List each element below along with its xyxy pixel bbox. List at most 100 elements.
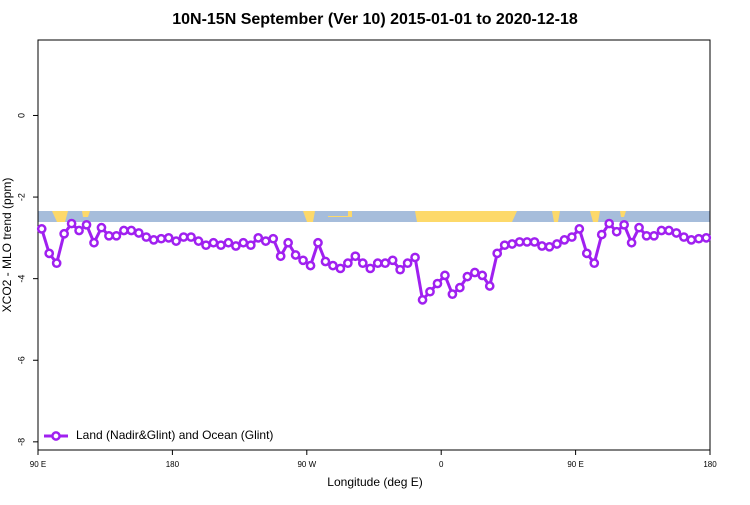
data-point	[417, 295, 428, 305]
data-point	[574, 224, 585, 234]
data-point	[537, 241, 547, 251]
data-point	[693, 233, 704, 244]
y-tick-label: -6	[16, 356, 26, 364]
data-point	[372, 258, 383, 269]
data-point	[484, 281, 495, 291]
data-point	[604, 218, 615, 229]
data-point	[499, 240, 510, 251]
data-point	[581, 248, 592, 259]
data-point	[611, 226, 622, 237]
y-tick-label: -4	[16, 275, 26, 283]
data-point	[186, 232, 196, 242]
data-point	[529, 237, 540, 247]
data-point	[74, 225, 84, 236]
data-point	[133, 228, 144, 238]
data-point	[410, 252, 420, 263]
data-point	[395, 264, 405, 275]
legend-marker	[51, 431, 61, 441]
data-point	[447, 289, 458, 300]
x-tick-label: 90 W	[297, 460, 316, 469]
data-point	[432, 278, 443, 289]
x-tick-label: 180	[703, 460, 717, 469]
data-point	[208, 237, 219, 248]
chart-title: 10N-15N September (Ver 10) 2015-01-01 to…	[172, 11, 578, 28]
data-point	[469, 267, 480, 278]
data-point	[171, 236, 181, 246]
data-point	[148, 235, 159, 245]
data-point	[290, 250, 301, 260]
data-point	[178, 232, 189, 242]
x-axis-label: Longitude (deg E)	[327, 475, 422, 489]
data-point	[365, 263, 376, 274]
data-point	[402, 258, 413, 269]
data-point	[343, 258, 353, 269]
data-point	[223, 237, 234, 248]
data-point	[387, 255, 398, 266]
data-point	[59, 228, 69, 239]
data-point	[119, 225, 129, 236]
data-point	[298, 255, 308, 266]
data-point	[559, 235, 570, 245]
x-tick-label: 90 E	[567, 460, 583, 469]
data-point	[626, 237, 637, 248]
data-point	[596, 229, 607, 240]
data-point	[701, 233, 712, 243]
data-point	[492, 248, 503, 259]
data-point	[425, 286, 435, 297]
data-point	[455, 282, 465, 293]
data-point	[328, 260, 338, 271]
data-point	[163, 233, 174, 243]
data-point	[656, 225, 667, 236]
data-point	[544, 241, 555, 252]
data-point	[514, 237, 525, 247]
data-point	[649, 230, 659, 241]
data-point	[268, 233, 279, 244]
data-point	[201, 240, 211, 251]
legend-label: Land (Nadir&Glint) and Ocean (Glint)	[76, 428, 273, 442]
data-point	[89, 237, 99, 248]
data-point	[357, 258, 368, 269]
data-point	[245, 240, 256, 251]
data-point	[81, 219, 92, 230]
y-tick-label: 0	[16, 113, 26, 118]
data-point	[36, 224, 47, 234]
data-point	[253, 233, 264, 243]
land-ocean-band	[38, 211, 710, 222]
data-point	[104, 230, 114, 241]
data-point	[238, 237, 249, 248]
ocean-band	[38, 211, 710, 222]
data-point	[679, 232, 689, 242]
data-point	[619, 219, 629, 230]
data-point	[641, 230, 652, 241]
data-point	[589, 258, 600, 269]
data-point	[522, 237, 532, 247]
data-point	[664, 225, 674, 236]
data-point	[141, 232, 152, 242]
data-point	[231, 241, 241, 251]
data-point	[671, 228, 682, 238]
land-band	[52, 211, 626, 222]
x-tick-label: 90 E	[30, 460, 46, 469]
data-point	[216, 240, 226, 251]
y-tick-label: -8	[16, 438, 26, 446]
plot-frame	[37, 39, 711, 451]
data-point	[634, 222, 644, 233]
data-point	[260, 236, 271, 246]
data-point	[440, 270, 450, 281]
data-point	[305, 260, 316, 271]
data-point	[193, 236, 204, 246]
data-point	[320, 256, 331, 267]
data-point	[66, 218, 77, 229]
data-point	[462, 271, 473, 282]
data-point	[567, 232, 577, 242]
data-point	[507, 239, 517, 249]
x-tick-label: 180	[166, 460, 180, 469]
x-tick-label: 0	[439, 460, 444, 469]
data-point	[275, 251, 286, 262]
data-point	[686, 235, 697, 245]
data-point	[552, 239, 562, 249]
data-point	[350, 251, 361, 262]
data-point	[126, 225, 137, 236]
y-tick-label: -2	[16, 193, 26, 201]
